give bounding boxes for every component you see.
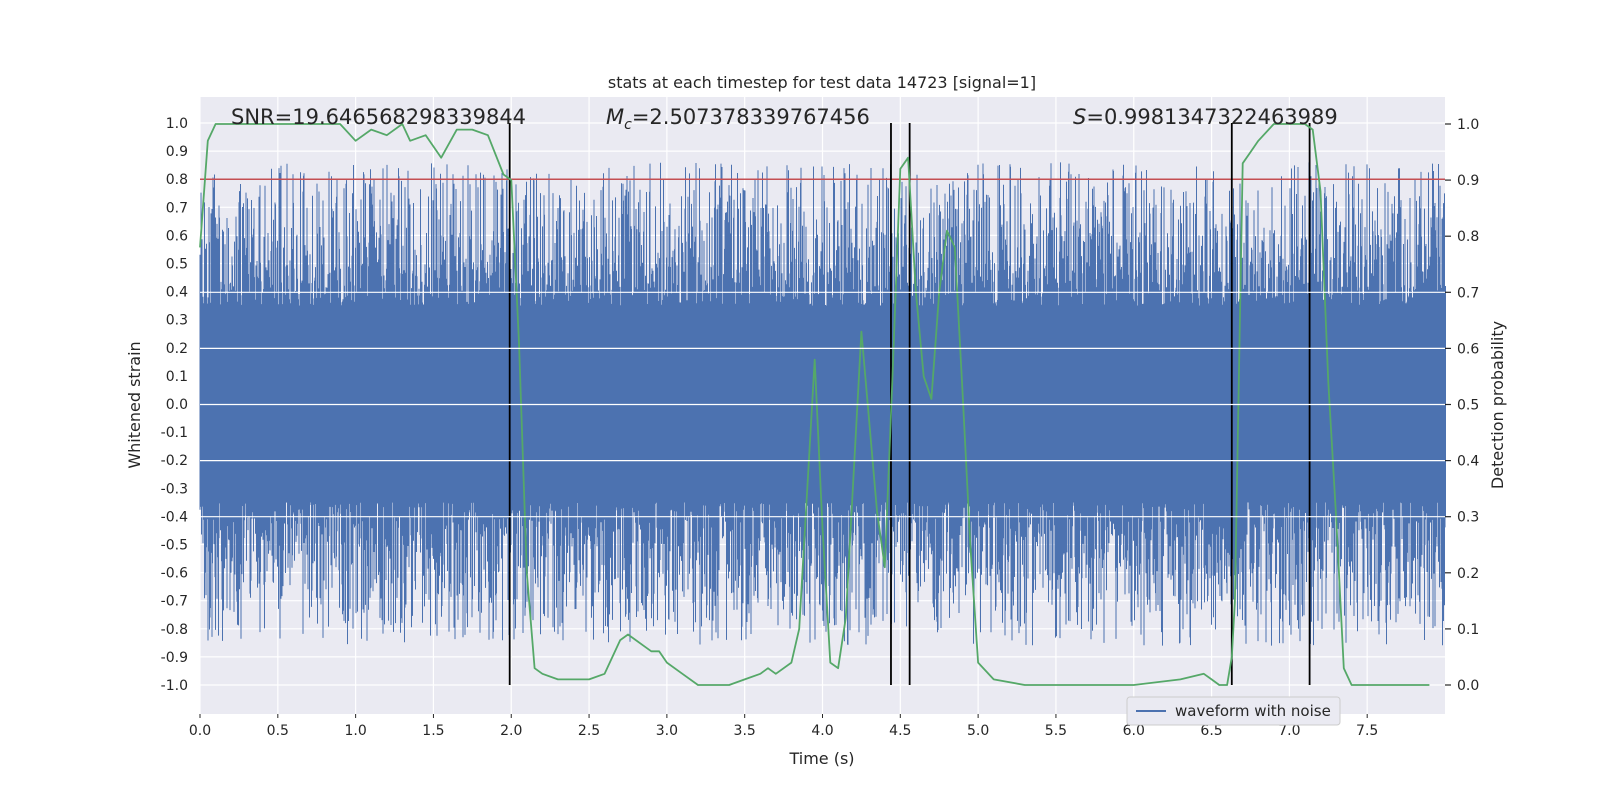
x-tick-label: 4.0 — [811, 723, 833, 739]
right-y-tick-label: 0.9 — [1457, 173, 1479, 189]
left-y-ticks: 1.0 0.9 0.8 0.7 0.6 0.5 0.4 0.3 0.2 0.1 0.0 -0.1 -0.… — [161, 116, 188, 694]
legend-box — [1126, 696, 1341, 726]
x-tick-label: 1.0 — [344, 723, 366, 739]
left-y-tick-label: -0.8 — [161, 622, 188, 638]
left-y-tick-label: -0.7 — [161, 594, 188, 610]
probability-line — [199, 123, 1430, 686]
snr-annotation: SNR=19.646568298339844 — [231, 105, 526, 129]
left-y-tick-label: 0.1 — [166, 369, 188, 385]
s-value: =0.9981347322463989 — [1086, 105, 1337, 129]
s-symbol: S — [1073, 105, 1086, 129]
right-y-tick-label: 0.0 — [1457, 678, 1479, 694]
left-y-tick-label: 0.0 — [166, 397, 188, 413]
x-tick-label: 1.5 — [422, 723, 444, 739]
left-y-tick-label: 0.3 — [166, 313, 188, 329]
overlay-grid — [200, 291, 1445, 518]
x-axis-label: Time (s) — [788, 749, 854, 768]
left-y-tick-label: 0.5 — [166, 257, 188, 273]
probability-series — [199, 123, 1430, 686]
x-ticks: 0.0 0.5 1.0 1.5 2.0 2.5 3.0 3.5 4.0 4.5 5.0 5.5 6.0 6… — [189, 714, 1378, 739]
right-y-tick-label: 0.4 — [1457, 454, 1479, 470]
mc-symbol: M — [606, 105, 624, 129]
left-y-tick-label: 0.9 — [166, 144, 188, 160]
left-y-tick-label: -0.9 — [161, 650, 188, 666]
right-y-tick-label: 1.0 — [1457, 117, 1479, 133]
left-y-tick-label: -0.5 — [161, 538, 188, 554]
right-y-ticks: 1.0 0.9 0.8 0.7 0.6 0.5 0.4 0.3 0.2 0.1 0.0 — [1445, 117, 1479, 694]
x-tick-label: 3.0 — [656, 723, 678, 739]
x-tick-label: 5.0 — [967, 723, 989, 739]
right-y-axis-label: Detection probability — [1488, 321, 1507, 489]
left-y-tick-label: -0.4 — [161, 509, 188, 525]
left-y-tick-label: 0.8 — [166, 172, 188, 188]
left-y-tick-label: 0.4 — [166, 285, 188, 301]
x-tick-label: 7.0 — [1278, 723, 1300, 739]
left-y-tick-label: -0.2 — [161, 453, 188, 469]
left-y-tick-label: 1.0 — [166, 116, 188, 132]
x-tick-label: 0.5 — [267, 723, 289, 739]
x-tick-label: 2.0 — [500, 723, 522, 739]
left-y-tick-label: 0.7 — [166, 200, 188, 216]
x-tick-label: 4.5 — [889, 723, 911, 739]
legend: waveform with noise — [1126, 696, 1341, 726]
left-y-tick-label: 0.6 — [166, 228, 188, 244]
chart-title: stats at each timestep for test data 147… — [608, 73, 1036, 92]
x-tick-label: 5.5 — [1045, 723, 1067, 739]
x-tick-label: 7.5 — [1356, 723, 1378, 739]
x-tick-label: 3.5 — [734, 723, 756, 739]
mc-value: =2.507378339767456 — [632, 105, 870, 129]
right-y-tick-label: 0.6 — [1457, 341, 1479, 357]
right-y-tick-label: 0.1 — [1457, 622, 1479, 638]
left-y-tick-label: -0.6 — [161, 566, 188, 582]
left-y-axis-label: Whitened strain — [125, 341, 144, 468]
x-tick-label: 0.0 — [189, 723, 211, 739]
legend-waveform-label: waveform with noise — [1175, 702, 1331, 720]
x-tick-label: 6.5 — [1200, 723, 1222, 739]
left-y-tick-label: -1.0 — [161, 678, 188, 694]
left-y-tick-label: -0.1 — [161, 425, 188, 441]
right-y-tick-label: 0.5 — [1457, 398, 1479, 414]
right-y-tick-label: 0.3 — [1457, 510, 1479, 526]
mc-subscript: c — [624, 117, 632, 133]
mc-annotation: Mc=2.507378339767456 — [606, 105, 870, 133]
left-y-tick-label: 0.2 — [166, 341, 188, 357]
s-annotation: S=0.9981347322463989 — [1073, 105, 1338, 129]
x-tick-label: 2.5 — [578, 723, 600, 739]
right-y-tick-label: 0.7 — [1457, 285, 1479, 301]
x-tick-label: 6.0 — [1123, 723, 1145, 739]
left-y-tick-label: -0.3 — [161, 481, 188, 497]
right-y-tick-label: 0.2 — [1457, 566, 1479, 582]
right-y-tick-label: 0.8 — [1457, 229, 1479, 245]
